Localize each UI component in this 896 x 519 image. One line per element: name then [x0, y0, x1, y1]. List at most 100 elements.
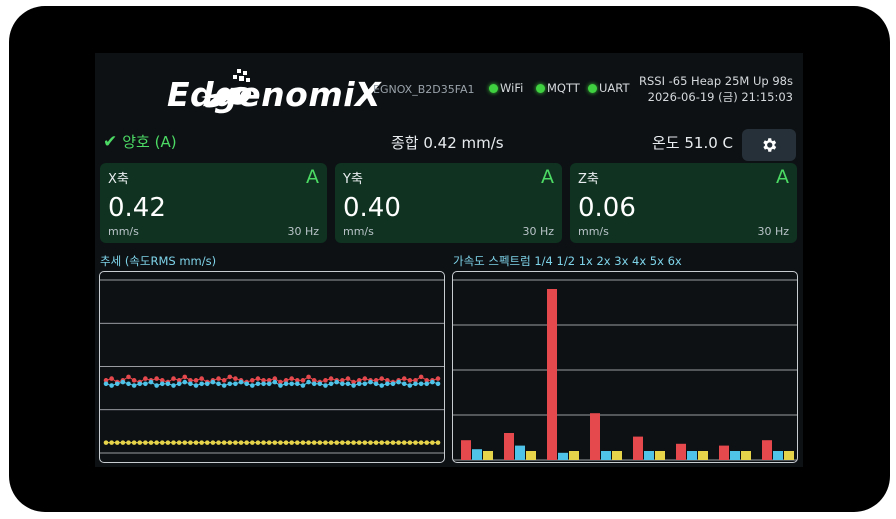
- trend-point: [323, 378, 328, 383]
- trend-point: [199, 440, 204, 445]
- trend-point: [109, 440, 114, 445]
- axis-grade: A: [541, 166, 554, 188]
- trend-point: [390, 381, 396, 387]
- trend-point: [345, 440, 351, 445]
- trend-point: [148, 440, 154, 445]
- trend-point: [159, 381, 165, 387]
- brand-name: EdgenomiX: [167, 75, 381, 114]
- trend-point: [396, 440, 401, 445]
- spectrum-bar: [569, 451, 579, 460]
- trend-point: [407, 383, 413, 388]
- trend-point: [255, 381, 261, 387]
- trend-point: [362, 381, 368, 387]
- trend-point: [182, 379, 188, 385]
- trend-point: [340, 378, 345, 383]
- trend-point: [143, 440, 148, 445]
- temperature: 온도 51.0 C: [652, 134, 734, 152]
- settings-button[interactable]: [742, 129, 796, 161]
- edgenomix-logo: [201, 69, 252, 108]
- trend-point: [154, 440, 159, 445]
- spectrum-bar: [762, 440, 772, 460]
- axis-freq: 30 Hz: [287, 225, 319, 238]
- trend-point: [424, 378, 430, 383]
- trend-point: [103, 381, 109, 387]
- spectrum-bar: [730, 451, 740, 460]
- trend-label: 추세 (속도RMS mm/s): [100, 254, 217, 268]
- trend-point: [413, 381, 418, 387]
- spectrum-bar: [601, 451, 611, 460]
- mqtt-label: MQTT: [547, 81, 580, 95]
- trend-point: [295, 378, 300, 383]
- trend-point: [120, 379, 126, 385]
- trend-point: [340, 381, 345, 387]
- trend-point: [266, 378, 272, 383]
- trend-point: [255, 376, 261, 381]
- trend-point: [435, 381, 441, 387]
- spectrum-bar: [655, 451, 665, 460]
- trend-point: [261, 381, 266, 387]
- spectrum-bar: [698, 451, 708, 460]
- axis-value: 0.42: [108, 193, 166, 223]
- trend-point: [266, 440, 272, 445]
- trend-point: [407, 378, 413, 383]
- system-line: RSSI -65 Heap 25M Up 98s: [638, 74, 793, 88]
- trend-chart-svg: [100, 279, 444, 454]
- trend-point: [227, 381, 233, 387]
- hmi-screen: EdgenomiX EGNOX_B2D35FA1 WiFi MQTT UART …: [95, 53, 803, 467]
- trend-point: [126, 440, 131, 445]
- trend-point: [159, 440, 165, 445]
- spectrum-bar: [719, 445, 729, 460]
- trend-point: [340, 440, 345, 445]
- trend-point: [272, 440, 278, 445]
- trend-point: [171, 376, 176, 381]
- trend-point: [210, 379, 216, 385]
- trend-point: [323, 440, 328, 445]
- trend-point: [379, 440, 385, 445]
- trend-point: [300, 378, 306, 383]
- trend-point: [362, 376, 368, 381]
- spectrum-bar: [612, 451, 622, 460]
- trend-point: [311, 381, 317, 387]
- trend-point: [250, 383, 255, 388]
- spectrum-bar: [590, 413, 600, 460]
- trend-point: [390, 440, 396, 445]
- uart-status: UART: [588, 81, 629, 95]
- trend-point: [396, 379, 401, 385]
- trend-point: [103, 378, 109, 383]
- spectrum-chart-svg: [453, 279, 797, 461]
- trend-point: [379, 383, 385, 388]
- trend-point: [227, 440, 233, 445]
- gear-icon: [763, 138, 777, 152]
- axis-card-z: Z축 A 0.06 mm/s 30 Hz: [570, 163, 797, 243]
- spectrum-bar: [687, 451, 697, 460]
- trend-point: [244, 440, 249, 445]
- trend-point: [413, 440, 418, 445]
- trend-point: [143, 376, 148, 381]
- trend-point: [289, 440, 294, 445]
- trend-point: [272, 379, 278, 385]
- spectrum-bar: [784, 451, 794, 460]
- trend-point: [379, 376, 385, 381]
- trend-point: [221, 378, 227, 383]
- trend-point: [238, 440, 244, 445]
- axis-freq: 30 Hz: [757, 225, 789, 238]
- trend-point: [204, 440, 210, 445]
- trend-point: [171, 440, 176, 445]
- trend-point: [373, 440, 379, 445]
- trend-point: [295, 381, 300, 387]
- trend-point: [114, 381, 120, 387]
- trend-point: [283, 440, 289, 445]
- trend-point: [311, 378, 317, 383]
- trend-point: [295, 440, 300, 445]
- trend-point: [261, 440, 266, 445]
- trend-point: [137, 381, 143, 387]
- trend-point: [373, 378, 379, 383]
- axis-name: X축: [108, 172, 129, 187]
- trend-point: [401, 440, 407, 445]
- trend-point: [351, 383, 356, 388]
- spectrum-bar: [773, 451, 783, 460]
- trend-point: [424, 381, 430, 387]
- spectrum-bar: [676, 443, 686, 460]
- trend-point: [227, 374, 233, 380]
- spectrum-bar: [644, 451, 654, 460]
